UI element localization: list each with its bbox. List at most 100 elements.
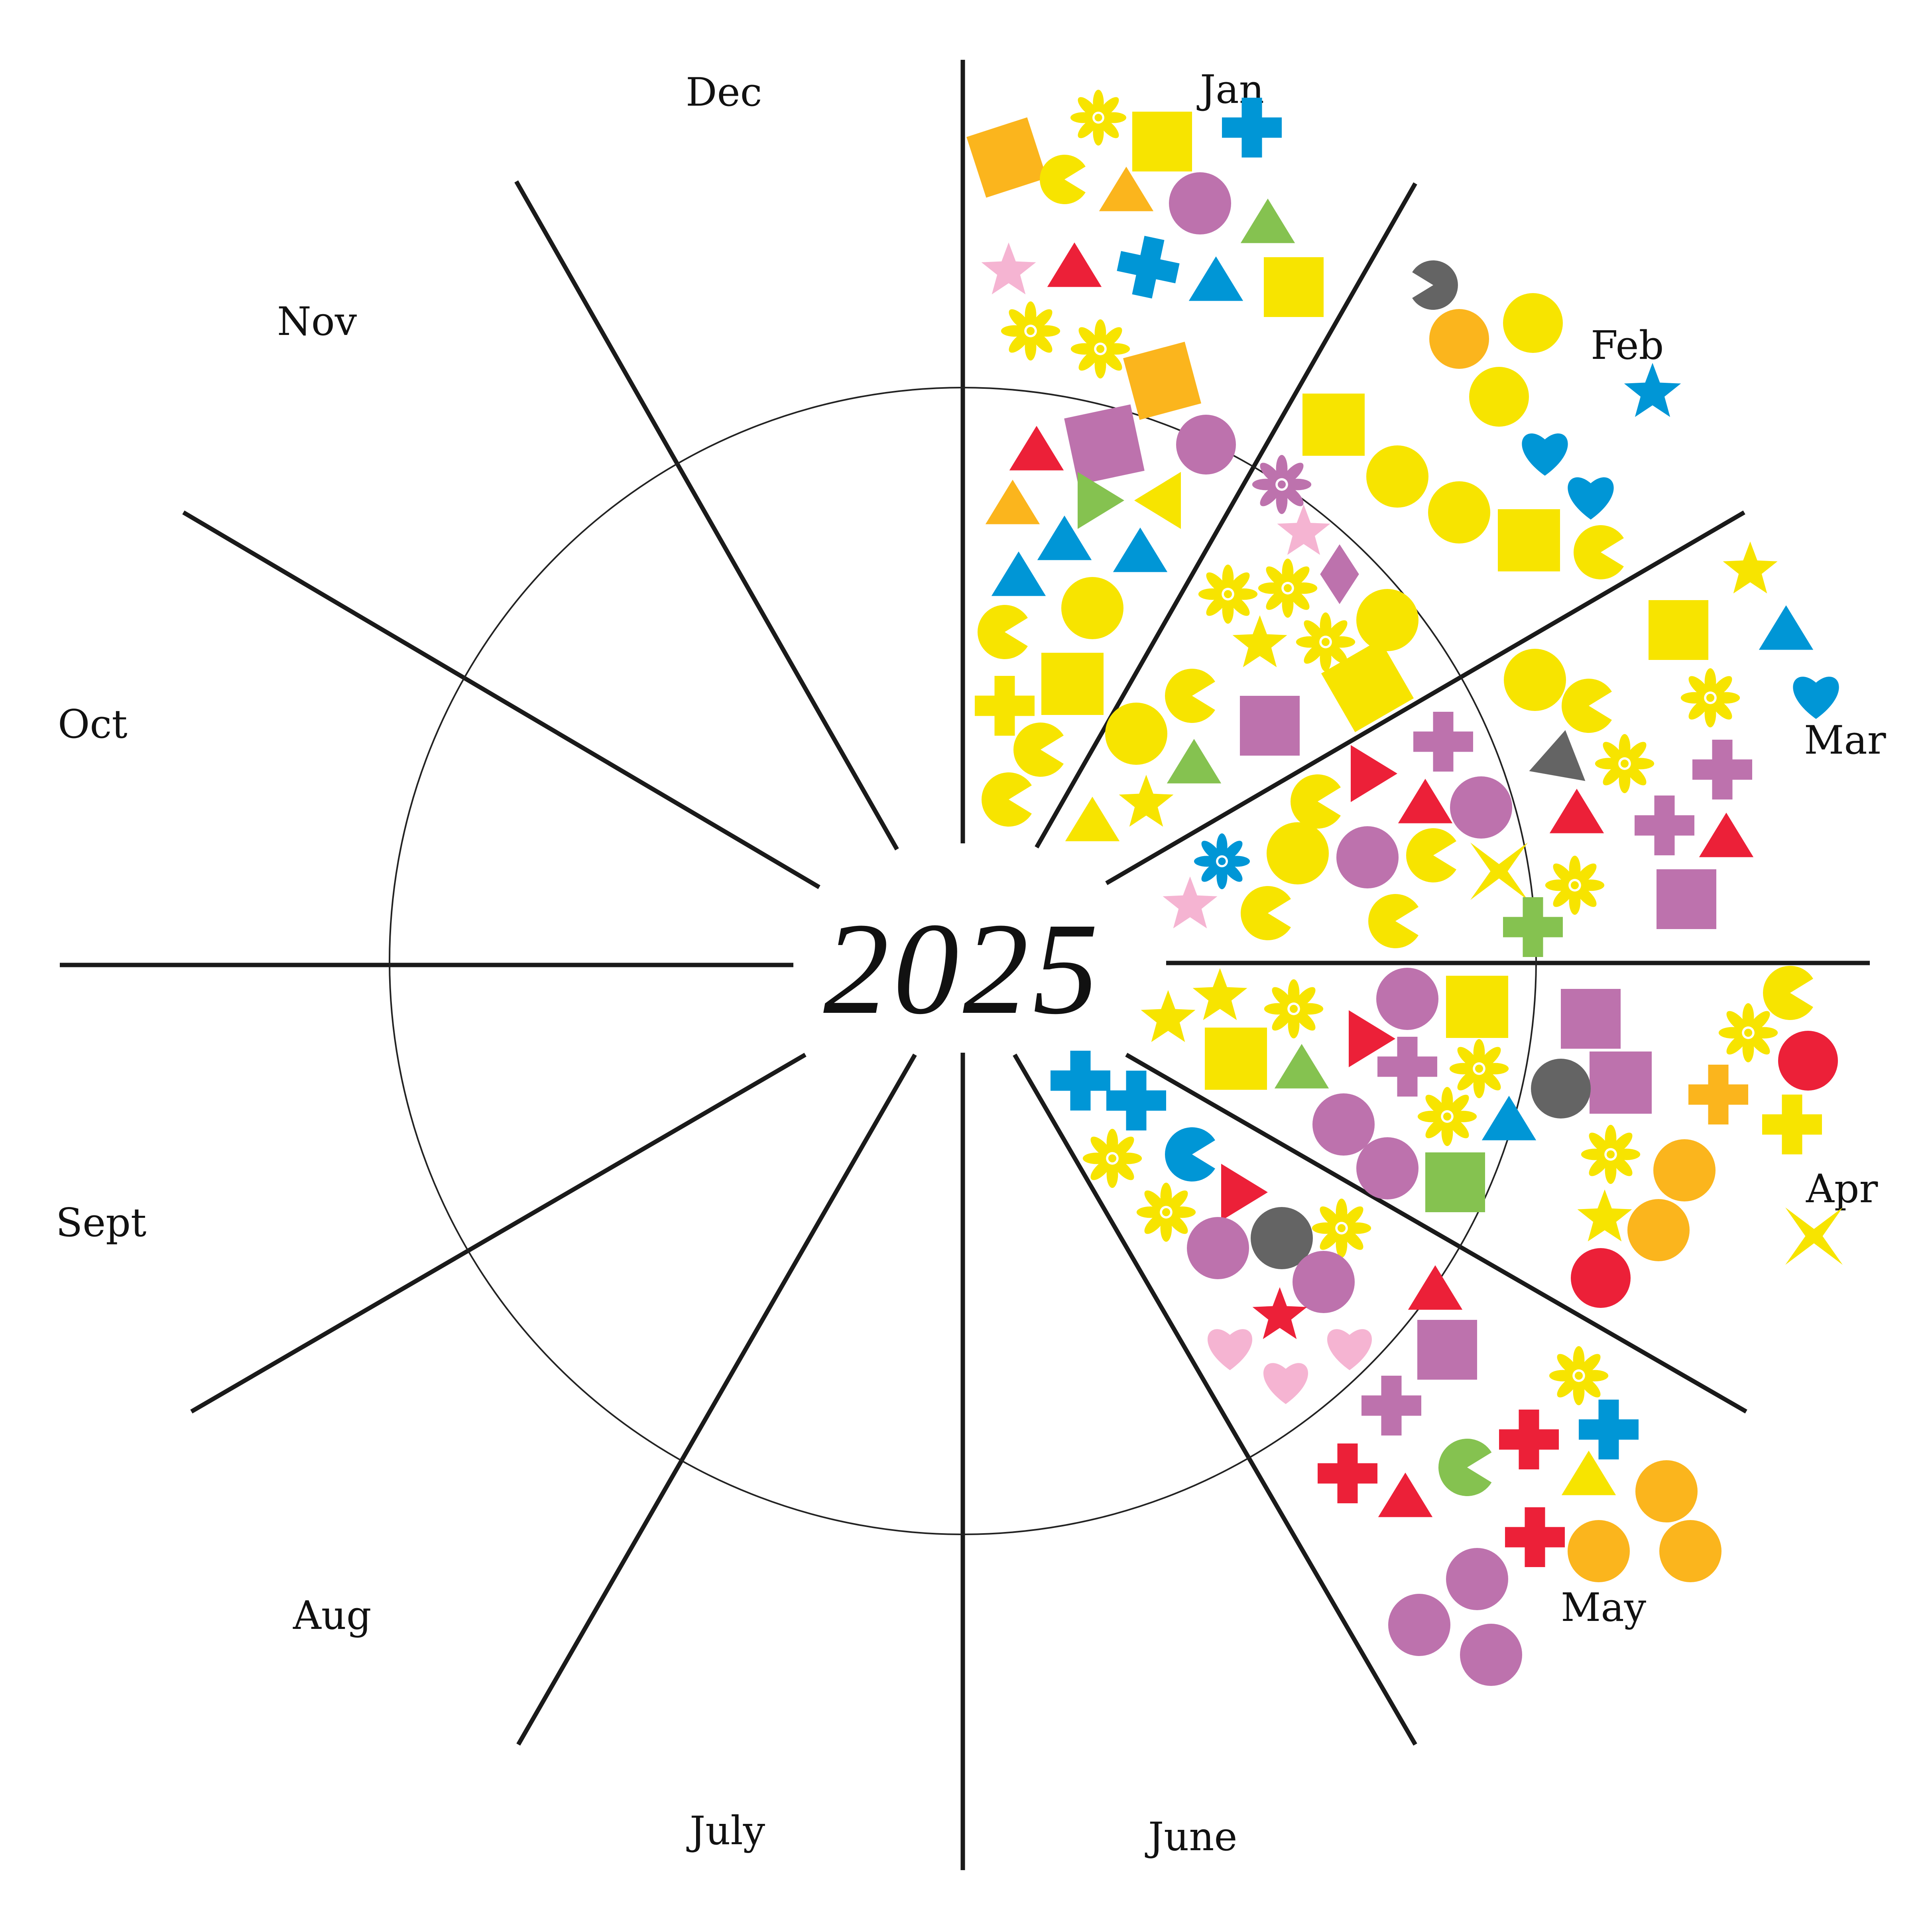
- triangle-shape: [1167, 739, 1222, 784]
- circle-shape: [1428, 481, 1490, 543]
- circle-shape: [1503, 293, 1563, 353]
- pacman-shape: [1763, 966, 1813, 1020]
- triangle-shape: [1699, 813, 1754, 857]
- month-label-aug: Aug: [293, 1593, 372, 1638]
- cross-shape: [1117, 236, 1180, 299]
- square-shape: [1649, 600, 1708, 660]
- flower-shape: [1070, 89, 1127, 146]
- flower-shape: [1545, 855, 1605, 915]
- heart-shape: [1327, 1329, 1372, 1371]
- inner-ring: [389, 387, 1537, 1535]
- triangle-shape: [991, 551, 1046, 596]
- cross-shape: [1106, 1071, 1166, 1130]
- mood-stickers: [966, 89, 1843, 1686]
- square-shape: [1302, 394, 1365, 456]
- star-shape: [1192, 968, 1247, 1020]
- cross-shape: [1688, 1065, 1748, 1124]
- pacman-shape: [1368, 894, 1419, 948]
- divider-line: [1105, 510, 1745, 885]
- triangle-shape: [1078, 472, 1124, 529]
- pacman-shape: [1013, 723, 1064, 777]
- circle-shape: [1504, 649, 1566, 711]
- square-shape: [1498, 509, 1560, 571]
- circle-shape: [1267, 822, 1329, 884]
- circle-shape: [1169, 172, 1231, 234]
- heart-shape: [1793, 677, 1839, 719]
- star-shape: [981, 242, 1036, 295]
- triangle-shape: [1351, 745, 1397, 802]
- square-shape: [1041, 653, 1104, 715]
- month-label-jun: June: [1145, 1814, 1238, 1860]
- flower-shape: [1264, 979, 1324, 1039]
- star-shape: [1232, 615, 1287, 668]
- cross-shape: [1635, 796, 1694, 855]
- divider-line: [1035, 182, 1417, 849]
- pacman-shape: [1040, 155, 1086, 204]
- flower-shape: [1194, 833, 1250, 890]
- star-shape: [1119, 775, 1174, 827]
- circle-shape: [1568, 1520, 1630, 1582]
- circle-shape: [1251, 1207, 1313, 1269]
- divider-line: [514, 180, 899, 851]
- pacman-shape: [1562, 679, 1612, 733]
- triangle-shape: [1398, 779, 1453, 823]
- pacman-shape: [1291, 774, 1341, 829]
- circle-shape: [1469, 367, 1529, 427]
- flower-shape: [1296, 612, 1356, 672]
- pacman-shape: [1574, 525, 1624, 579]
- month-labels: Jan Feb Mar Apr May June July Aug Sept O…: [56, 67, 1886, 1860]
- circle-shape: [1105, 703, 1167, 765]
- circle-shape: [1571, 1248, 1631, 1308]
- circle-shape: [1366, 445, 1428, 508]
- pacman-shape: [982, 772, 1032, 827]
- square-shape: [1321, 639, 1414, 733]
- circle-shape: [1429, 309, 1489, 369]
- square-shape: [1657, 869, 1716, 929]
- month-label-jul: July: [686, 1808, 765, 1854]
- circle-shape: [1356, 1137, 1419, 1199]
- square-shape: [1123, 342, 1201, 420]
- cross-shape: [1361, 1376, 1421, 1436]
- pacman-shape: [1412, 260, 1458, 310]
- cross-shape: [1505, 1507, 1565, 1567]
- circle-shape: [1176, 415, 1236, 475]
- triangle-shape: [1037, 516, 1092, 560]
- triangle-shape: [1349, 1010, 1395, 1067]
- star-shape: [1577, 1189, 1632, 1242]
- flower-shape: [1312, 1198, 1371, 1258]
- circle-shape: [1635, 1460, 1698, 1522]
- flower-shape: [1082, 1128, 1142, 1188]
- triangle-shape: [985, 480, 1040, 524]
- square-shape: [1205, 1028, 1267, 1090]
- square-shape: [1240, 696, 1300, 756]
- flower-shape: [1595, 734, 1655, 794]
- month-label-may: May: [1561, 1585, 1647, 1630]
- pacman-shape: [1165, 669, 1215, 723]
- cross-shape: [975, 676, 1035, 736]
- flower-shape: [1449, 1039, 1509, 1099]
- star-shape: [1624, 363, 1681, 417]
- square-shape: [1064, 404, 1145, 485]
- square-shape: [1561, 989, 1621, 1049]
- flower-shape: [1680, 668, 1740, 728]
- heart-shape: [1568, 477, 1614, 520]
- triangle-shape: [1113, 528, 1168, 572]
- cross-shape: [1499, 1410, 1559, 1469]
- cross-shape: [1377, 1037, 1437, 1097]
- month-label-sep: Sept: [56, 1200, 146, 1246]
- circle-shape: [1446, 1548, 1508, 1610]
- square-shape: [1590, 1052, 1652, 1114]
- star-shape: [1163, 876, 1218, 929]
- flower-shape: [1070, 319, 1130, 379]
- pacman-shape: [1241, 886, 1291, 940]
- triangle-shape: [1134, 472, 1181, 529]
- star-shape: [1723, 542, 1778, 594]
- flower-shape: [1258, 558, 1318, 618]
- triangle-shape: [1529, 730, 1586, 781]
- triangle-shape: [1759, 605, 1814, 650]
- divider-line: [1013, 1053, 1417, 1746]
- square-shape: [1446, 976, 1508, 1038]
- circle-shape: [1336, 826, 1399, 888]
- flower-shape: [1581, 1124, 1641, 1184]
- circle-shape: [1187, 1217, 1249, 1279]
